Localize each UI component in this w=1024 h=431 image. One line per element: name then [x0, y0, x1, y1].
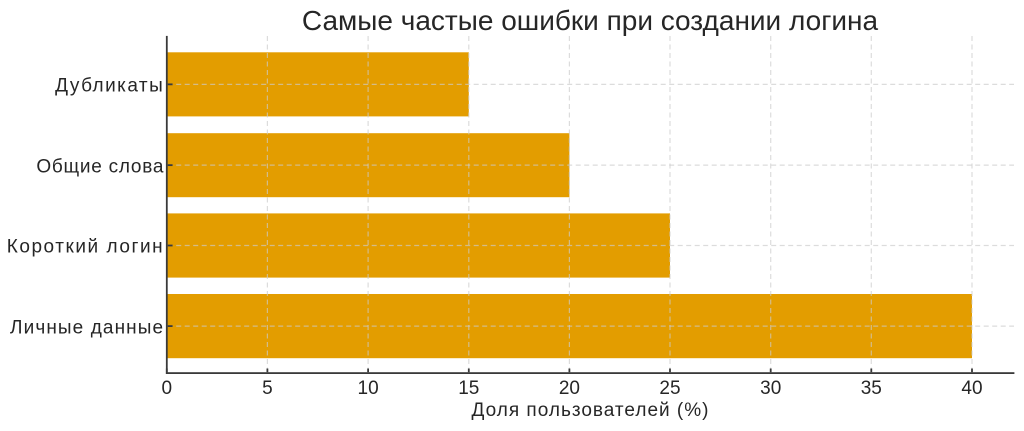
- svg-text:5: 5: [262, 378, 273, 399]
- svg-text:Дубликаты: Дубликаты: [55, 76, 164, 97]
- svg-text:30: 30: [760, 378, 781, 399]
- svg-text:Самые частые ошибки при создан: Самые частые ошибки при создании логина: [302, 5, 879, 36]
- svg-text:10: 10: [358, 378, 379, 399]
- svg-text:20: 20: [559, 378, 580, 399]
- svg-text:Доля пользователей (%): Доля пользователей (%): [472, 400, 710, 421]
- svg-text:Личные данные: Личные данные: [10, 317, 164, 338]
- svg-text:Короткий логин: Короткий логин: [7, 237, 164, 258]
- svg-text:0: 0: [162, 378, 173, 399]
- svg-text:25: 25: [659, 378, 680, 399]
- svg-text:40: 40: [961, 378, 982, 399]
- svg-text:35: 35: [861, 378, 882, 399]
- svg-text:15: 15: [458, 378, 479, 399]
- svg-text:Общие слова: Общие слова: [36, 156, 164, 177]
